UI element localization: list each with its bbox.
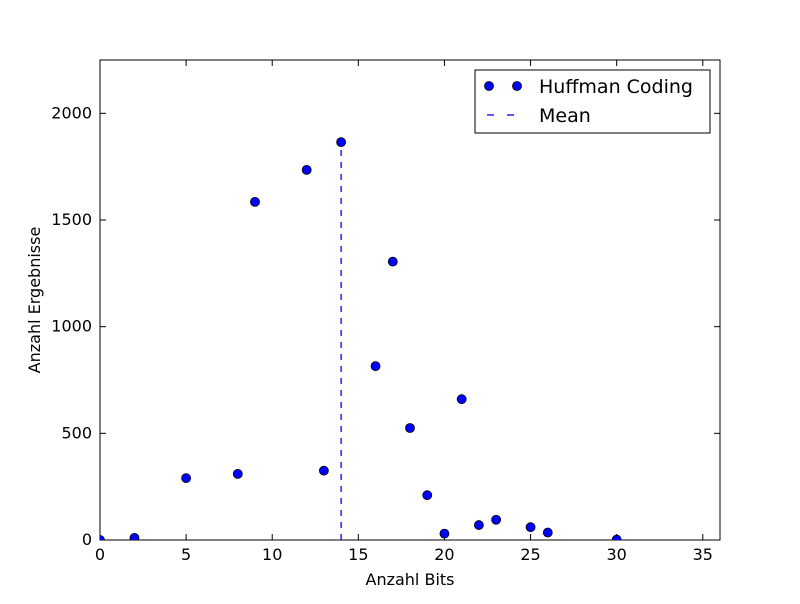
y-axis-title: Anzahl Ergebnisse [25,227,44,374]
plot-marks [100,137,622,540]
huffman-data-point [250,196,260,207]
huffman-data-point [387,256,398,267]
plot-frame [99,59,721,541]
y-axis: 0 500 1000 1500 2000 [51,103,720,549]
legend-huffman-marker [512,81,522,91]
huffman-data-point [129,532,140,540]
huffman-data-point [422,490,433,501]
huffman-data-point [100,535,105,540]
x-tick-label: 0 [95,545,105,564]
x-tick-label: 20 [434,545,454,564]
x-tick-label: 10 [262,545,282,564]
huffman-data-point [525,522,536,533]
legend-huffman-marker [484,81,494,91]
x-tick-label: 25 [520,545,540,564]
legend-label-mean: Mean [539,105,591,127]
huffman-data-point [473,520,484,530]
huffman-data-point [611,534,622,540]
y-tick-label: 2000 [51,103,92,122]
huffman-data-point [318,465,329,476]
legend-box [474,69,711,134]
huffman-data-point [232,468,243,479]
huffman-data-point [301,164,312,175]
x-tick-label: 15 [348,545,368,564]
legend-label-huffman: Huffman Coding [539,76,693,98]
x-tick-label: 35 [693,545,713,564]
y-tick-label: 500 [61,423,92,442]
x-axis: 0 5 10 15 20 25 30 35 [95,60,713,564]
huffman-data-point [370,361,381,372]
y-tick-label: 1000 [51,317,92,336]
x-tick-label: 5 [181,545,191,564]
y-tick-label: 0 [82,530,92,549]
x-axis-title: Anzahl Bits [366,570,455,589]
huffman-data-point [181,473,192,484]
huffman-data-point [542,527,553,538]
x-tick-label: 30 [606,545,626,564]
huffman-data-point [491,514,502,525]
y-tick-label: 1500 [51,210,92,229]
huffman-data-point [405,423,415,433]
axes-frame [99,59,721,541]
huffman-data-point [336,137,347,148]
legend: Huffman Coding Mean [474,69,711,134]
huffman-data-point [439,528,450,539]
huffman-data-point [456,394,467,405]
